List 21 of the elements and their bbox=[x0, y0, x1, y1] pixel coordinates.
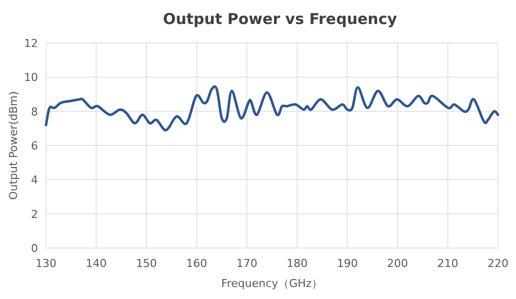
x-tick-label: 130 bbox=[36, 257, 56, 270]
x-tick-label: 180 bbox=[286, 257, 308, 270]
y-tick-label: 0 bbox=[31, 242, 38, 255]
x-tick-label: 170 bbox=[236, 257, 258, 270]
x-tick-label: 190 bbox=[336, 257, 358, 270]
chart-title: Output Power vs Frequency bbox=[162, 10, 398, 28]
line-series bbox=[44, 85, 500, 132]
y-tick-label: 8 bbox=[31, 105, 38, 118]
x-tick-label: 210 bbox=[437, 257, 458, 270]
x-tick-label: 150 bbox=[136, 257, 157, 270]
x-tick-label: 140 bbox=[86, 257, 107, 270]
y-tick-label: 2 bbox=[31, 208, 38, 221]
y-tick-label: 12 bbox=[24, 37, 38, 50]
y-tick-label: 6 bbox=[31, 140, 38, 152]
y-axis-title: Output Power(dBm) bbox=[7, 91, 20, 200]
y-tick-label: 4 bbox=[31, 174, 38, 187]
x-tick-label: 220 bbox=[488, 257, 508, 270]
x-axis-title: Frequency（GHz） bbox=[221, 277, 323, 290]
y-tick-label: 10 bbox=[24, 71, 38, 84]
x-tick-label: 200 bbox=[387, 257, 408, 270]
x-tick-label: 160 bbox=[186, 257, 208, 270]
